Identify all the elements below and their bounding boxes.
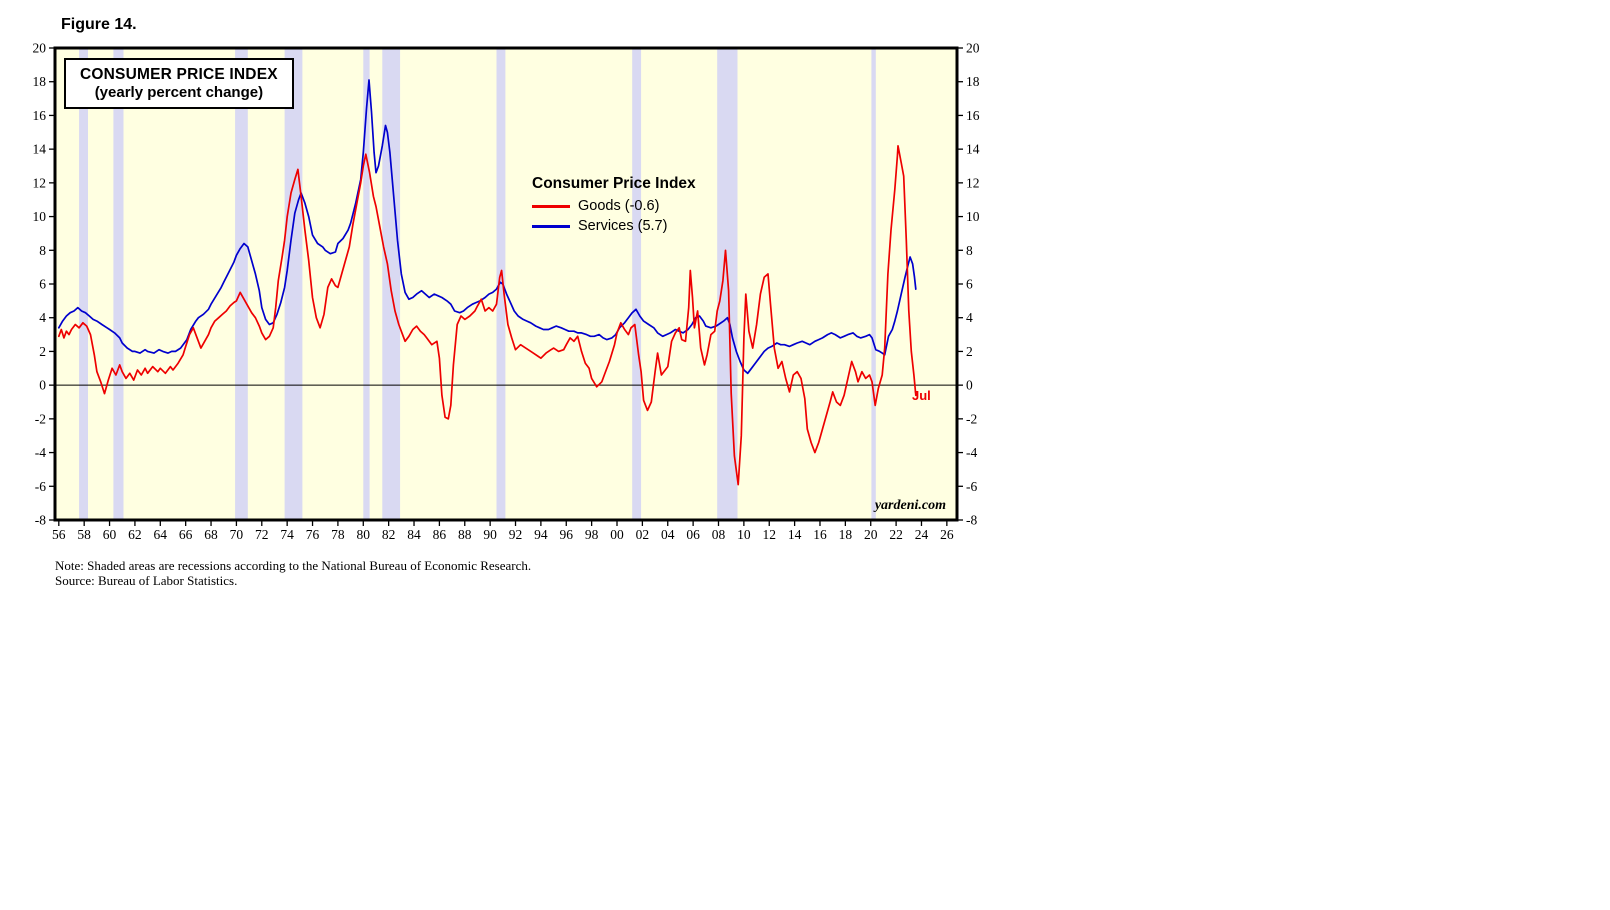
x-axis-label: 14 (788, 527, 802, 542)
x-axis-label: 08 (712, 527, 726, 542)
goods-line-swatch (532, 204, 570, 208)
y-axis-label-left: 6 (39, 277, 46, 292)
recession-band (871, 48, 876, 520)
x-axis-label: 76 (306, 527, 320, 542)
recession-band (632, 48, 642, 520)
x-axis-label: 16 (813, 527, 827, 542)
x-axis-label: 06 (686, 527, 700, 542)
y-axis-label-left: 8 (39, 243, 46, 258)
figure-label: Figure 14. (61, 16, 137, 33)
chart-legend: Consumer Price Index Goods (-0.6) Servic… (532, 175, 696, 236)
chart-title: CONSUMER PRICE INDEX (80, 66, 278, 83)
x-axis-label: 18 (839, 527, 853, 542)
yardeni-watermark: yardeni.com (874, 498, 946, 513)
y-axis-label-right: -6 (966, 479, 977, 494)
y-axis-label-right: 6 (966, 277, 973, 292)
x-axis-label: 12 (762, 527, 776, 542)
y-axis-label-left: 14 (33, 142, 47, 157)
services-series-line (57, 79, 917, 375)
recession-band (284, 48, 303, 520)
x-axis-label: 78 (331, 527, 345, 542)
x-axis-label: 66 (179, 527, 193, 542)
x-axis-label: 60 (103, 527, 117, 542)
source-note: Source: Bureau of Labor Statistics. (55, 573, 238, 588)
y-axis-label-left: -8 (35, 513, 46, 528)
y-axis-label-right: 10 (966, 209, 980, 224)
x-axis-label: 72 (255, 527, 269, 542)
x-axis-label: 58 (77, 527, 91, 542)
legend-item-goods: Goods (-0.6) (532, 196, 696, 216)
x-axis-label: 24 (915, 527, 929, 542)
footnotes: Note: Shaded areas are recessions accord… (55, 558, 531, 588)
y-axis-label-left: -4 (35, 445, 46, 460)
y-axis-label-right: 0 (966, 378, 973, 393)
x-axis-label: 56 (52, 527, 66, 542)
legend-label-goods: Goods (-0.6) (578, 198, 660, 214)
x-axis-label: 96 (560, 527, 574, 542)
recession-band (113, 48, 124, 520)
x-axis-label: 70 (230, 527, 244, 542)
x-axis-label: 20 (864, 527, 878, 542)
legend-label-services: Services (5.7) (578, 218, 668, 234)
goods-series-line (57, 144, 917, 486)
x-axis-label: 74 (280, 527, 294, 542)
x-axis-label: 80 (357, 527, 371, 542)
y-axis-label-right: 14 (966, 142, 980, 157)
chart-subtitle: (yearly percent change) (94, 84, 264, 101)
y-axis-label-right: -8 (966, 513, 977, 528)
x-axis-label: 86 (433, 527, 447, 542)
y-axis-label-right: 16 (966, 108, 980, 123)
y-axis-label-right: -4 (966, 445, 977, 460)
y-axis-label-left: 18 (33, 74, 47, 89)
x-axis-label: 22 (889, 527, 903, 542)
plot-background (55, 48, 957, 520)
y-axis-label-right: 12 (966, 175, 980, 190)
y-axis-label-left: 4 (39, 310, 46, 325)
x-axis-label: 68 (204, 527, 218, 542)
y-axis-label-left: -2 (35, 411, 46, 426)
x-axis-label: 64 (154, 527, 168, 542)
y-axis-label-left: 20 (33, 41, 47, 56)
x-axis-label: 88 (458, 527, 472, 542)
x-axis-label: 82 (382, 527, 396, 542)
y-axis-label-right: 18 (966, 74, 980, 89)
latest-observation-label: Jul (912, 388, 931, 403)
x-axis-label: 84 (407, 527, 421, 542)
y-axis-label-left: 10 (33, 209, 47, 224)
chart-title-box: CONSUMER PRICE INDEX (yearly percent cha… (64, 58, 294, 109)
legend-title: Consumer Price Index (532, 175, 696, 192)
recession-band (363, 48, 370, 520)
services-line-swatch (532, 224, 570, 228)
recession-band (382, 48, 401, 520)
x-axis-label: 26 (940, 527, 954, 542)
y-axis-label-right: -2 (966, 411, 977, 426)
x-axis-label: 94 (534, 527, 548, 542)
y-axis-label-right: 2 (966, 344, 973, 359)
y-axis-label-left: 12 (33, 175, 47, 190)
y-axis-label-right: 8 (966, 243, 973, 258)
legend-item-services: Services (5.7) (532, 216, 696, 236)
recession-band (79, 48, 88, 520)
y-axis-label-left: -6 (35, 479, 46, 494)
y-axis-label-left: 0 (39, 378, 46, 393)
y-axis-label-left: 16 (33, 108, 47, 123)
x-axis-label: 90 (483, 527, 497, 542)
recession-band (496, 48, 506, 520)
recession-note: Note: Shaded areas are recessions accord… (55, 558, 532, 573)
x-axis-label: 92 (509, 527, 523, 542)
y-axis-label-right: 20 (966, 41, 980, 56)
x-axis-label: 98 (585, 527, 599, 542)
x-axis-label: 04 (661, 527, 675, 542)
x-axis-label: 10 (737, 527, 751, 542)
recession-band (235, 48, 248, 520)
x-axis-label: 62 (128, 527, 142, 542)
x-axis-label: 00 (610, 527, 624, 542)
y-axis-label-right: 4 (966, 310, 973, 325)
y-axis-label-left: 2 (39, 344, 46, 359)
x-axis-label: 02 (636, 527, 650, 542)
